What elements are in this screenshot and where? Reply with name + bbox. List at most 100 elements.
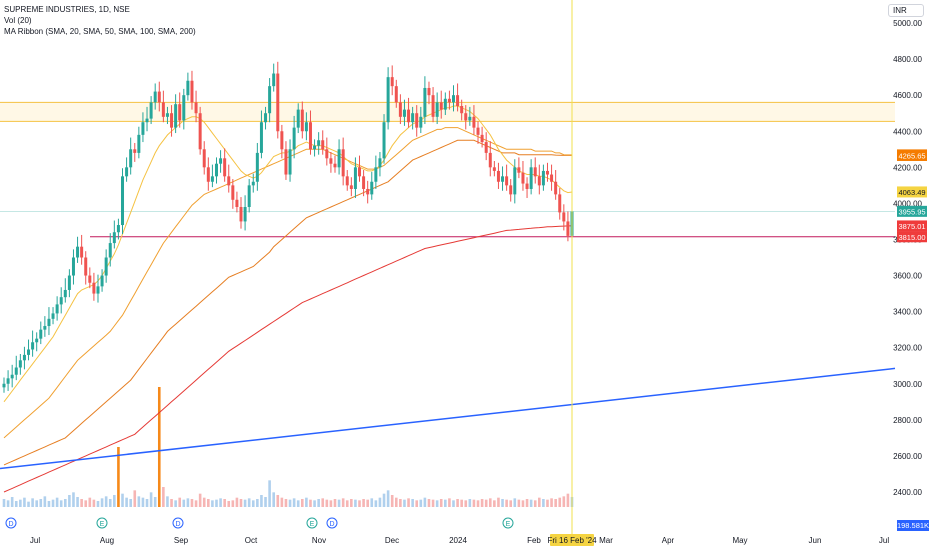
volume-bar — [108, 499, 112, 507]
legend-symbol[interactable]: SUPREME INDUSTRIES, 1D, NSE — [4, 5, 130, 14]
candle — [153, 83, 157, 110]
volume-bar — [493, 500, 496, 507]
candle — [550, 164, 554, 191]
candle-body — [231, 185, 235, 200]
volume-bar — [190, 499, 194, 507]
candle-body — [321, 140, 325, 150]
volume-bar — [27, 501, 30, 507]
volume-bar — [59, 500, 63, 507]
candle — [239, 197, 243, 229]
volume-bar — [554, 499, 557, 507]
candle-body — [341, 149, 345, 177]
event-marker-ring — [326, 517, 338, 529]
candle — [190, 70, 194, 110]
candle — [59, 287, 63, 314]
volume-bar — [497, 497, 500, 507]
candle — [337, 139, 341, 175]
price-tag-bg — [897, 205, 927, 217]
candle — [67, 269, 71, 298]
candle-body — [55, 304, 59, 314]
candle — [341, 137, 345, 186]
candle-body — [100, 275, 104, 287]
candle-body — [239, 207, 243, 222]
candle — [235, 191, 239, 213]
candle-body — [415, 113, 419, 128]
candle — [251, 173, 255, 193]
candle-body — [190, 80, 194, 103]
volume-bar — [55, 497, 59, 507]
volume-bar — [460, 499, 463, 507]
volume-bar — [378, 497, 382, 507]
candles — [2, 61, 574, 393]
candle — [76, 236, 80, 263]
candle — [231, 179, 235, 209]
price-tag: 4063.49 — [897, 186, 927, 198]
currency-badge[interactable]: INR — [888, 4, 924, 17]
candle-body — [308, 122, 312, 150]
candle — [284, 141, 288, 180]
candle-body — [284, 149, 288, 175]
candle — [435, 92, 439, 125]
volume-bar — [439, 499, 443, 507]
volume-bar — [533, 500, 537, 507]
candle — [541, 164, 545, 191]
price-tag-bg — [897, 186, 927, 198]
candle — [496, 162, 500, 189]
trendline — [0, 367, 896, 470]
candle-body — [243, 207, 247, 222]
volume-bar — [358, 500, 361, 507]
candle-body — [80, 246, 84, 258]
volume-bar — [464, 500, 468, 507]
candle-body — [292, 127, 296, 150]
candle-body — [558, 194, 562, 213]
candle-body — [562, 212, 566, 222]
candle — [186, 72, 190, 101]
candle-body — [288, 149, 292, 175]
volume-bar — [39, 499, 43, 507]
candle-body — [76, 246, 80, 258]
candle-body — [480, 134, 484, 143]
volume-bar — [305, 497, 308, 507]
candle — [476, 121, 480, 144]
volume-bar — [2, 499, 6, 507]
candle — [333, 155, 337, 173]
candle-body — [59, 297, 63, 305]
candle — [468, 106, 472, 126]
volume-bar — [403, 499, 406, 507]
candle — [243, 195, 247, 231]
candle-body — [39, 329, 43, 339]
candle — [443, 92, 447, 116]
volume-bar — [178, 497, 182, 507]
candle-body — [137, 134, 141, 153]
candle-body — [300, 109, 304, 132]
candle-body — [304, 122, 308, 132]
volume-bar — [129, 499, 132, 507]
candle-body — [251, 181, 255, 186]
volume-bar — [329, 500, 333, 507]
candle — [264, 106, 268, 130]
candle — [129, 137, 133, 175]
legend-volume[interactable]: Vol (20) — [4, 16, 32, 25]
candle — [51, 307, 55, 325]
candle-body — [509, 185, 513, 195]
candle-body — [202, 149, 206, 168]
candle-body — [125, 167, 129, 177]
candle-body — [22, 354, 26, 361]
volume-tag: 198.581K — [897, 520, 929, 531]
volume-bar — [394, 497, 398, 507]
y-tick-label: 2800.00 — [893, 416, 922, 425]
candle — [145, 106, 149, 132]
candle-body — [439, 102, 443, 110]
candle-body — [174, 104, 178, 128]
volume-bar — [382, 493, 386, 507]
candle-body — [451, 95, 455, 103]
volume-bar — [211, 500, 214, 507]
volume-bar — [525, 499, 529, 507]
chart-legend: SUPREME INDUSTRIES, 1D, NSE Vol (20) MA … — [4, 4, 196, 37]
candle-body — [112, 232, 116, 244]
y-tick-label: 3200.00 — [893, 344, 922, 353]
event-marker-letter: E — [506, 521, 511, 528]
candle-body — [18, 360, 22, 368]
legend-ma-ribbon[interactable]: MA Ribbon (SMA, 20, SMA, 50, SMA, 100, S… — [4, 27, 196, 36]
